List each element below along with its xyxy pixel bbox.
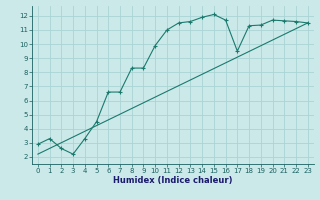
X-axis label: Humidex (Indice chaleur): Humidex (Indice chaleur) (113, 176, 233, 185)
